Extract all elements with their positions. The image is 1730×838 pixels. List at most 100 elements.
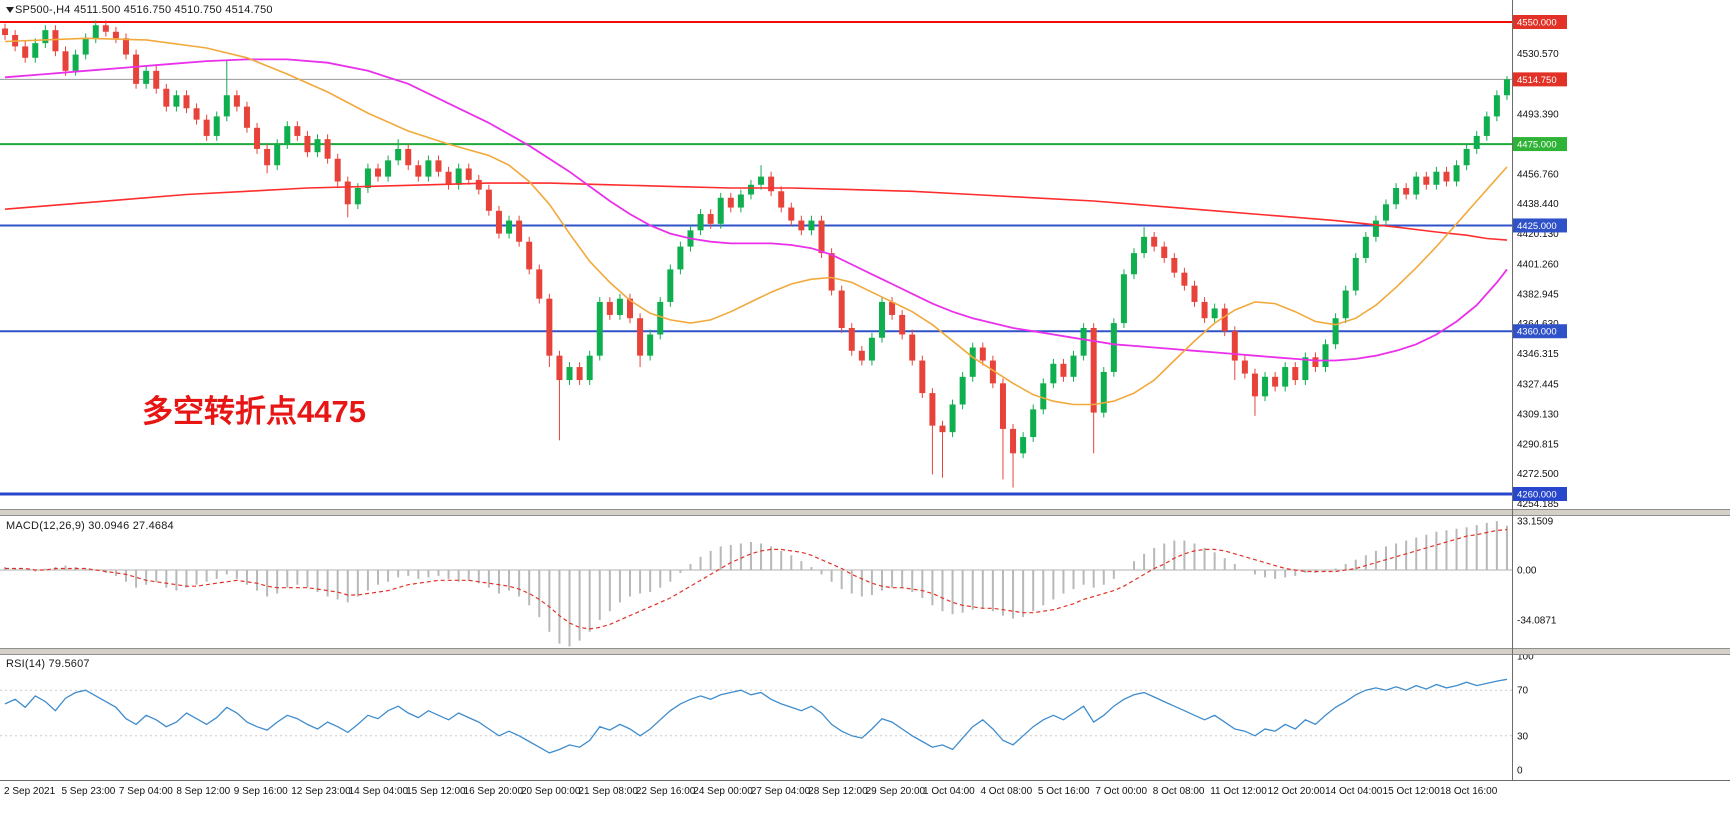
candle [1292, 367, 1299, 381]
candle [153, 70, 160, 89]
candle [526, 241, 533, 270]
candle [112, 31, 119, 39]
candle [1413, 176, 1420, 195]
time-axis-label: 22 Sep 16:00 [636, 786, 696, 797]
candle [1191, 285, 1198, 302]
candle [919, 360, 926, 394]
candle [445, 171, 452, 185]
candle [1423, 176, 1430, 185]
candle [1120, 274, 1127, 324]
candle [1211, 308, 1218, 319]
price-axis-label: 4456.760 [1517, 169, 1559, 180]
price-badge-label: 4360.000 [1517, 327, 1557, 338]
candle [1080, 327, 1087, 356]
candle [889, 301, 896, 315]
price-badge-label: 4475.000 [1517, 140, 1557, 151]
candle [959, 376, 966, 405]
pane-separator[interactable] [0, 648, 1730, 654]
candle [818, 220, 825, 254]
candle [1151, 236, 1158, 247]
time-axis-label: 12 Sep 23:00 [291, 786, 351, 797]
candle [264, 148, 271, 166]
candle [717, 197, 724, 224]
time-axis-label: 18 Oct 16:00 [1440, 786, 1498, 797]
price-axis[interactable]: 4530.570 4493.390 4456.760 4438.440 4420.130… [1513, 15, 1567, 510]
macd-pane: 33.1509 0.00 -34.0871 [0, 517, 1557, 647]
candle [22, 46, 29, 58]
candle [364, 168, 371, 189]
candle [495, 210, 502, 234]
time-axis-label: 14 Oct 04:00 [1325, 786, 1383, 797]
candle [788, 207, 795, 221]
candle [1050, 363, 1057, 384]
candle [314, 139, 321, 153]
price-axis-label: 4254.185 [1517, 499, 1559, 510]
time-axis-label: 7 Oct 00:00 [1095, 786, 1147, 797]
candle [163, 88, 170, 107]
candle [697, 214, 704, 231]
candle [1060, 363, 1067, 377]
candle [868, 337, 875, 361]
time-axis[interactable]: 2 Sep 2021 5 Sep 23:00 7 Sep 04:00 8 Sep 12… [4, 786, 1498, 797]
candle [1403, 188, 1410, 195]
ma-line-medium-magenta [4, 58, 1508, 362]
candle [1383, 204, 1389, 221]
candle [747, 184, 754, 195]
price-badge: 4360.000 [1513, 324, 1567, 339]
candle [324, 139, 331, 159]
candle [798, 220, 805, 231]
candle [92, 25, 99, 39]
candle [768, 176, 775, 192]
candle [1453, 165, 1460, 182]
candle [213, 116, 220, 136]
candle [808, 220, 815, 231]
candle [415, 165, 422, 177]
time-axis-label: 21 Sep 08:00 [578, 786, 638, 797]
macd-axis-label: -34.0871 [1517, 616, 1557, 627]
candle [647, 334, 654, 356]
candle [1141, 236, 1148, 254]
macd-axis-label: 33.1509 [1517, 517, 1554, 528]
candle [899, 314, 906, 335]
candle [576, 367, 583, 381]
candle [1282, 367, 1289, 387]
candle [52, 30, 59, 52]
price-axis-label: 4290.815 [1517, 439, 1559, 450]
macd-indicator-title: MACD(12,26,9) 30.0946 27.4684 [6, 520, 174, 532]
candle [1362, 236, 1369, 259]
candle [616, 298, 623, 315]
annotation-text: 多空转折点4475 [142, 394, 366, 429]
time-axis-label: 14 Sep 04:00 [349, 786, 409, 797]
rsi-axis-label: 70 [1517, 686, 1529, 697]
candle [929, 393, 936, 426]
candle [1020, 437, 1027, 454]
time-axis-label: 24 Sep 00:00 [693, 786, 753, 797]
candle [879, 301, 885, 338]
price-axis-label: 4327.445 [1517, 380, 1559, 391]
pane-separator[interactable] [0, 509, 1730, 515]
candle [455, 168, 462, 185]
candle [506, 220, 513, 234]
candle [274, 144, 281, 166]
time-axis-label: 8 Sep 12:00 [176, 786, 230, 797]
pane-separators[interactable] [0, 509, 1730, 655]
candle [516, 220, 523, 242]
candle [203, 119, 210, 136]
candle [32, 43, 39, 58]
candle [344, 181, 351, 205]
candle [1221, 308, 1228, 332]
macd-axis-label: 0.00 [1517, 565, 1537, 576]
candle [82, 38, 89, 55]
candle [949, 404, 956, 433]
time-axis-label: 15 Sep 12:00 [406, 786, 466, 797]
candle [979, 347, 986, 361]
candle [909, 334, 916, 361]
time-axis-label: 16 Sep 20:00 [464, 786, 524, 797]
candle [1090, 327, 1097, 413]
candle [1473, 135, 1480, 149]
candle [1483, 116, 1490, 136]
candle [737, 194, 744, 208]
candle [375, 168, 381, 177]
